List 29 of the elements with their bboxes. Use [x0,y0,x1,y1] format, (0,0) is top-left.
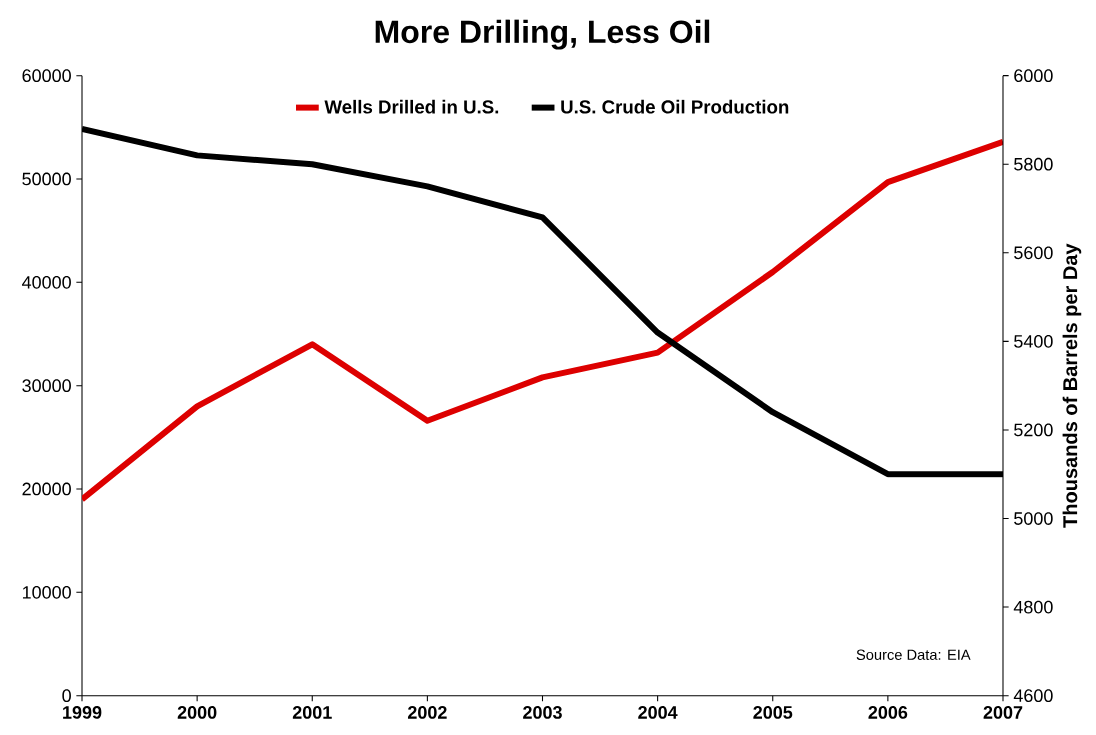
y-tick-label: 60000 [22,69,71,83]
y2-tick-label: 5400 [1014,335,1053,348]
y-tick-label: 50000 [22,172,71,186]
y2-tick-label: 4600 [1013,689,1053,703]
y2-tick-label: 5000 [1014,512,1053,526]
y2-axis-title: Thousands of Barrels per Day [1062,243,1082,528]
y2-tick-label: 6000 [1014,69,1053,83]
x-tick-label: 1999 [63,706,102,719]
y-tick-label: 30000 [22,379,71,393]
y-tick-label: 20000 [22,482,71,496]
x-tick-label: 2000 [177,706,217,719]
y2-tick-label: 5200 [1014,423,1053,437]
y2-tick-label: 4800 [1013,600,1053,614]
y2-tick-label: 5600 [1014,246,1053,260]
y-tick-label: 0 [62,689,71,703]
chart-title: More Drilling, Less Oil [375,19,710,50]
x-tick-label: 2005 [753,706,793,719]
annotation: Source Data: EIA [856,649,971,661]
legend-label: U.S. Crude Oil Production [561,100,789,114]
x-tick-label: 2002 [407,706,447,719]
y-tick-label: 40000 [22,276,71,289]
legend-label: Wells Drilled in U.S. [324,100,499,114]
x-tick-label: 2003 [523,706,562,720]
y-tick-label: 10000 [22,586,71,599]
y2-tick-label: 5800 [1014,158,1053,171]
x-tick-label: 2006 [868,706,908,719]
x-tick-label: 2004 [638,706,678,719]
x-tick-label: 2007 [983,706,1023,719]
x-tick-label: 2001 [292,706,332,719]
